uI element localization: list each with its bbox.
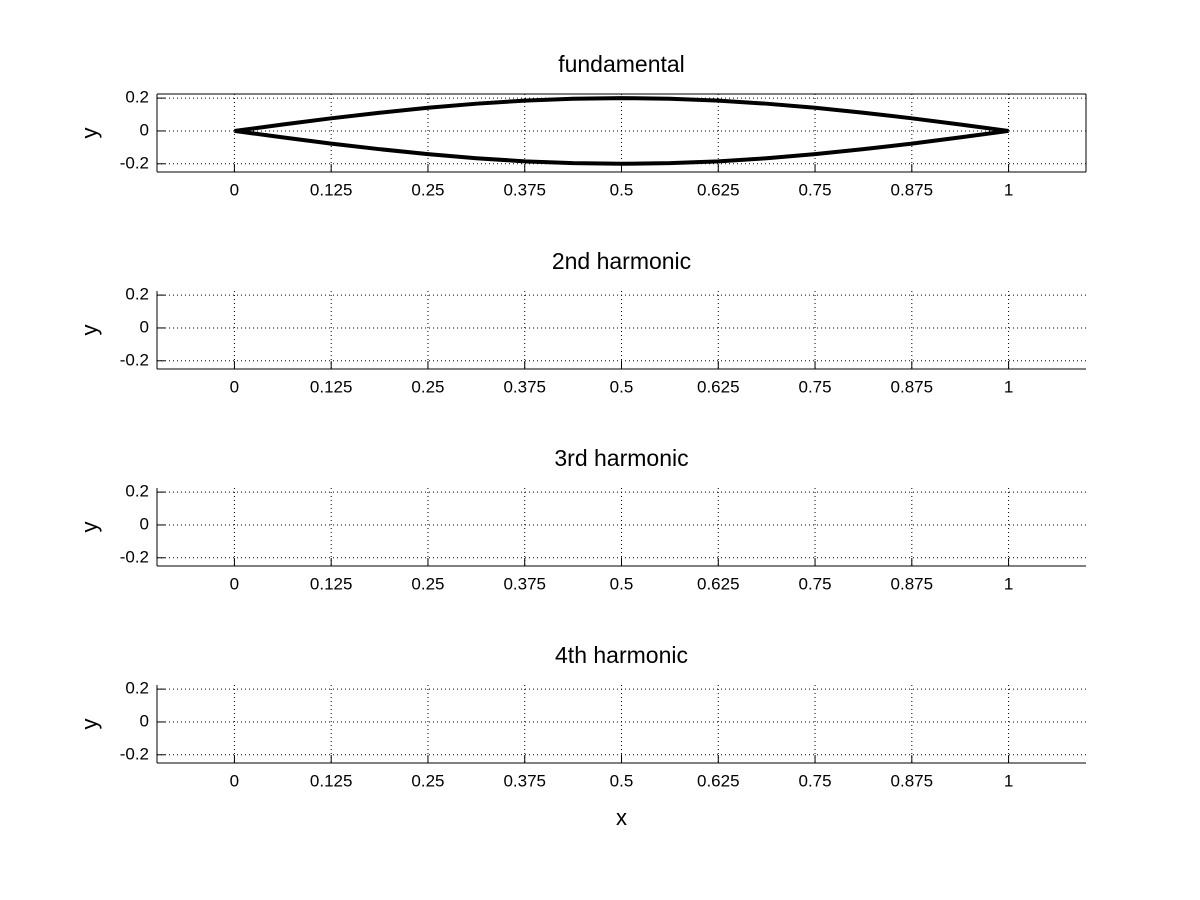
x-tick-label: 0.75 <box>798 771 831 790</box>
x-tick-label: 0.875 <box>891 771 934 790</box>
y-axis-label: y <box>77 128 102 139</box>
x-tick-label: 1 <box>1004 377 1013 396</box>
x-tick-label: 0.5 <box>610 377 634 396</box>
y-tick-label: 0.2 <box>125 482 149 501</box>
x-tick-label: 0 <box>230 771 239 790</box>
y-axis-label: y <box>77 522 102 533</box>
x-tick-label: 0.125 <box>310 771 353 790</box>
x-tick-label: 0.125 <box>310 574 353 593</box>
subplot-title: 2nd harmonic <box>552 248 691 274</box>
x-tick-label: 0.875 <box>891 180 934 199</box>
y-tick-label: -0.2 <box>120 744 149 763</box>
y-tick-label: 0 <box>140 514 149 533</box>
y-tick-label: 0 <box>140 711 149 730</box>
x-tick-label: 0.25 <box>411 771 444 790</box>
x-tick-label: 0.75 <box>798 377 831 396</box>
x-tick-label: 0.875 <box>891 574 934 593</box>
x-tick-label: 0.25 <box>411 574 444 593</box>
y-tick-label: -0.2 <box>120 350 149 369</box>
y-tick-label: 0 <box>140 317 149 336</box>
y-tick-label: 0.2 <box>125 88 149 107</box>
x-tick-label: 0 <box>230 180 239 199</box>
x-tick-label: 0.375 <box>503 771 546 790</box>
x-axis-label: x <box>616 805 627 830</box>
y-tick-label: 0.2 <box>125 285 149 304</box>
x-tick-label: 0.625 <box>697 574 740 593</box>
x-tick-label: 1 <box>1004 771 1013 790</box>
x-tick-label: 0.125 <box>310 180 353 199</box>
x-tick-label: 0.25 <box>411 180 444 199</box>
y-axis-label: y <box>77 719 102 730</box>
subplot-title: fundamental <box>558 51 685 77</box>
series-line <box>234 96 1009 133</box>
x-tick-label: 0.375 <box>503 180 546 199</box>
x-tick-label: 0.5 <box>610 180 634 199</box>
x-tick-label: 1 <box>1004 180 1013 199</box>
x-tick-label: 0.5 <box>610 771 634 790</box>
x-tick-label: 0.125 <box>310 377 353 396</box>
x-tick-label: 0.625 <box>697 771 740 790</box>
y-tick-label: -0.2 <box>120 153 149 172</box>
x-tick-label: 1 <box>1004 574 1013 593</box>
x-tick-label: 0.875 <box>891 377 934 396</box>
y-tick-label: 0.2 <box>125 679 149 698</box>
series-line <box>234 128 1009 166</box>
x-tick-label: 0.25 <box>411 377 444 396</box>
x-tick-label: 0.5 <box>610 574 634 593</box>
y-axis-label: y <box>77 325 102 336</box>
x-tick-label: 0 <box>230 574 239 593</box>
x-tick-label: 0.625 <box>697 377 740 396</box>
subplot-title: 3rd harmonic <box>554 445 688 471</box>
subplot-title: 4th harmonic <box>555 642 688 668</box>
x-tick-label: 0.75 <box>798 574 831 593</box>
x-tick-label: 0.75 <box>798 180 831 199</box>
y-tick-label: -0.2 <box>120 547 149 566</box>
y-tick-label: 0 <box>140 120 149 139</box>
x-tick-label: 0.375 <box>503 574 546 593</box>
x-tick-label: 0.625 <box>697 180 740 199</box>
x-tick-label: 0.375 <box>503 377 546 396</box>
x-tick-label: 0 <box>230 377 239 396</box>
